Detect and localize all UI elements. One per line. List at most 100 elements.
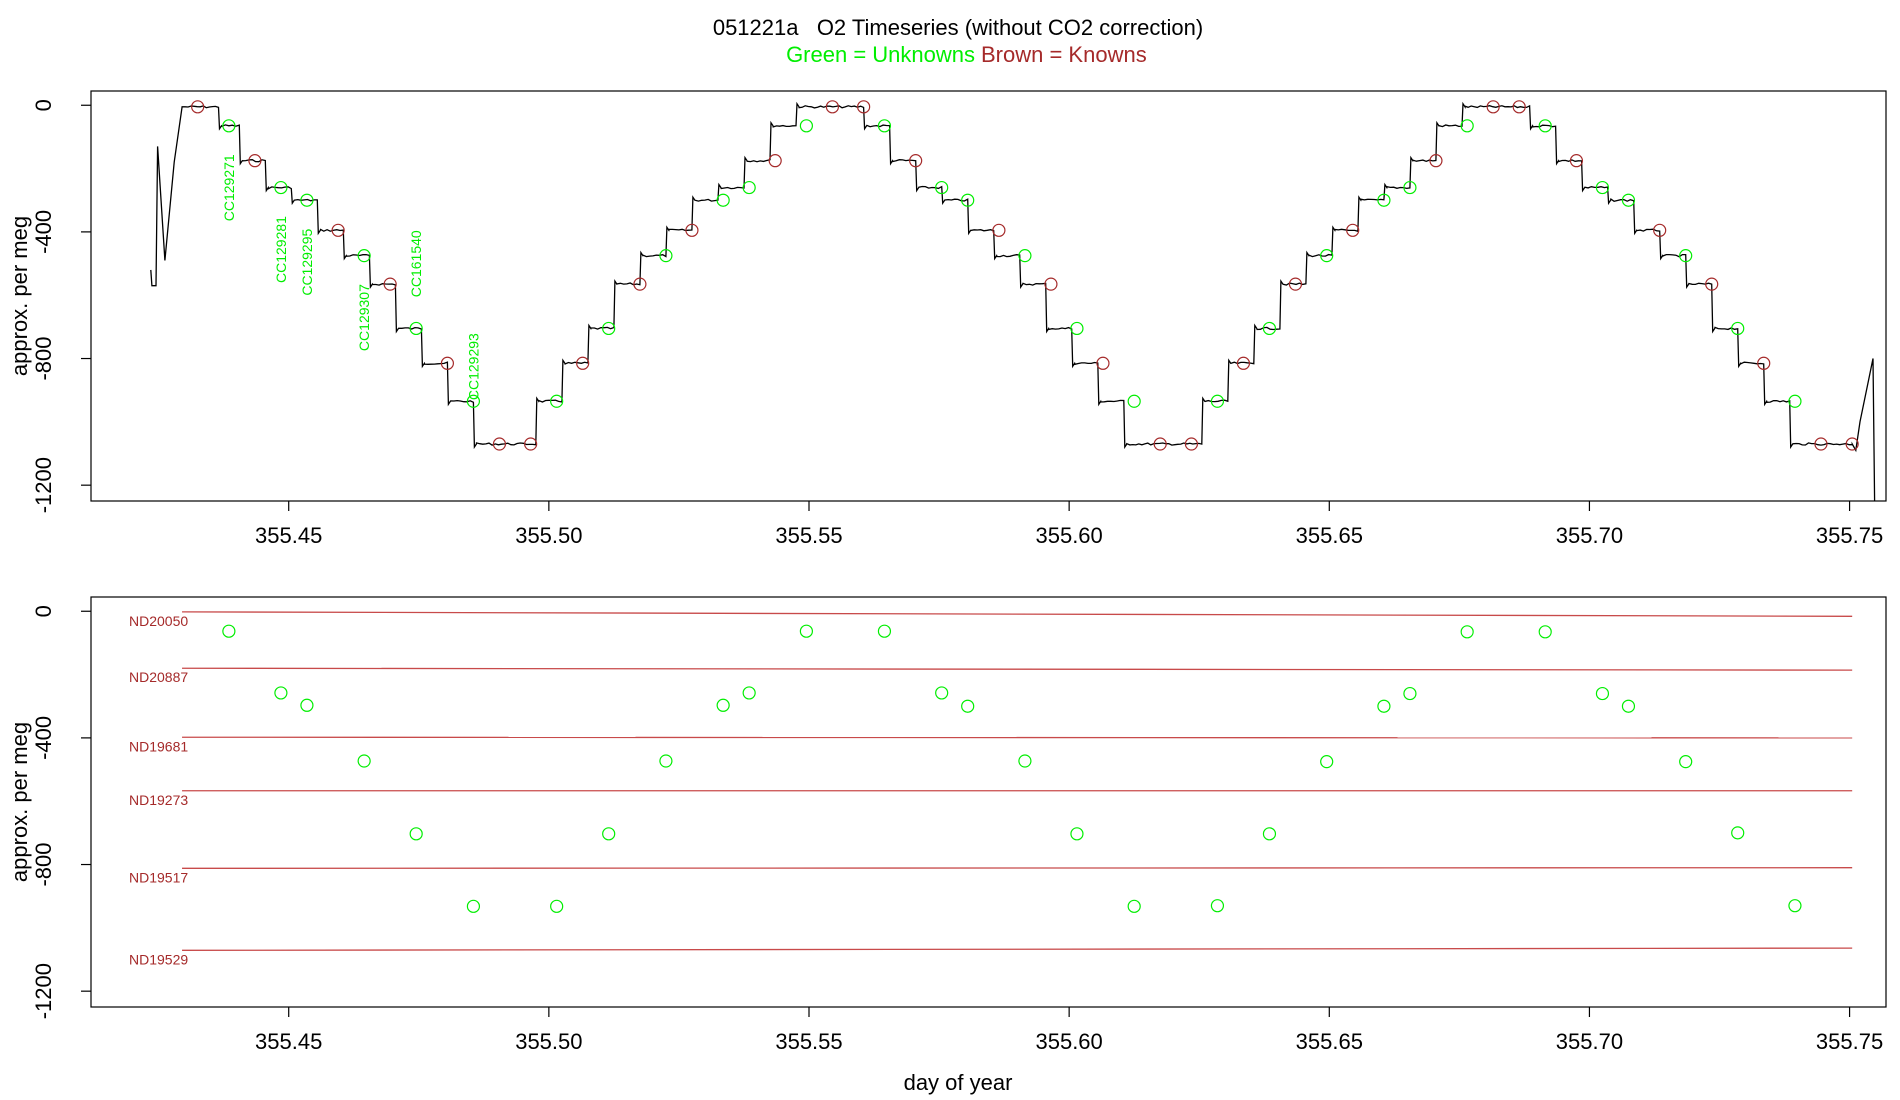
known-point	[1512, 100, 1526, 114]
known-point	[383, 277, 397, 291]
unknown-point	[550, 394, 564, 408]
top-annotations: CC129271 CC129281 CC129295 CC129307 CC161540…	[221, 154, 482, 400]
unknown-point	[935, 686, 949, 700]
bottom-plot-frame	[90, 596, 1887, 1008]
unknown-point	[602, 321, 616, 336]
top-panel-timeseries: 355.45 355.50 355.55 355.60 355.65 355.70 355.…	[7, 90, 1887, 548]
bot-x-tick-label: 355.75	[1816, 1029, 1883, 1054]
unknown-id-label: CC129271	[221, 154, 237, 221]
known-standard-line	[182, 867, 1853, 869]
bot-x-tick-label: 355.70	[1556, 1029, 1623, 1054]
unknown-point	[742, 180, 756, 195]
known-point	[1486, 100, 1500, 114]
top-y-tick-label: -800	[31, 337, 56, 381]
known-point	[576, 356, 590, 370]
known-standard-line	[182, 947, 1853, 951]
top-x-tick-label: 355.70	[1556, 523, 1623, 548]
top-x-tick-label: 355.75	[1816, 523, 1883, 548]
known-standard-label: ND19517	[129, 869, 188, 885]
unknown-point	[1460, 625, 1474, 639]
known-standard-label: ND20050	[129, 613, 188, 629]
known-point	[992, 223, 1006, 237]
known-point	[191, 100, 205, 114]
top-trace-group	[150, 101, 1876, 502]
legend-line: Green = Unknowns Brown = Knowns	[786, 42, 1147, 67]
known-point	[492, 437, 507, 451]
bottom-panel-residuals: 355.45 355.50 355.55 355.60 355.65 355.70 355.…	[7, 596, 1887, 1095]
unknown-point	[1595, 686, 1610, 701]
unknown-point	[1320, 249, 1334, 263]
unknown-id-label: CC129307	[356, 284, 372, 351]
bot-y-tick-label: 0	[31, 605, 56, 617]
bottom-known-lines	[182, 611, 1853, 951]
top-x-tick-label: 355.55	[775, 523, 842, 548]
unknown-point	[1262, 827, 1277, 841]
bot-x-tick-label: 355.50	[515, 1029, 582, 1054]
bot-x-tick-label: 355.65	[1296, 1029, 1363, 1054]
unknown-point	[799, 119, 813, 133]
top-known-points	[191, 100, 1859, 451]
unknown-point	[877, 624, 892, 638]
unknown-id-label: CC161540	[408, 230, 424, 297]
known-point	[1845, 437, 1859, 451]
known-point	[1569, 154, 1584, 168]
unknown-point	[877, 119, 892, 133]
known-point	[1757, 356, 1771, 370]
known-point	[1153, 437, 1167, 451]
known-point	[857, 100, 871, 114]
known-standard-label: ND19529	[129, 951, 188, 967]
legend-knowns: Brown = Knowns	[981, 42, 1147, 67]
unknown-point	[274, 180, 288, 195]
unknown-point	[357, 249, 371, 263]
bottom-y-axis: 0 -400 -800 -1200	[31, 605, 91, 1019]
top-y-axis: 0 -400 -800 -1200	[31, 99, 91, 513]
top-plot-frame	[90, 90, 1887, 502]
unknown-point	[1595, 180, 1610, 195]
top-y-tick-label: 0	[31, 99, 56, 111]
unknown-point	[466, 394, 481, 408]
unknown-point	[1788, 394, 1802, 408]
unknown-point	[716, 193, 730, 207]
unknown-point	[1679, 755, 1693, 769]
known-point	[909, 154, 923, 168]
unknown-point	[1377, 193, 1391, 207]
unknown-point	[1403, 686, 1417, 701]
unknown-point	[1377, 699, 1391, 713]
unknown-point	[274, 686, 288, 700]
chart-title: 051221a O2 Timeseries (without CO2 corre…	[713, 15, 1203, 40]
unknown-point	[1262, 321, 1277, 336]
legend-unknowns: Green = Unknowns	[786, 42, 975, 67]
unknown-point	[659, 754, 673, 768]
unknown-point	[1679, 249, 1693, 263]
known-point	[685, 223, 699, 237]
known-standard-label: ND19273	[129, 792, 188, 808]
known-point	[1814, 437, 1828, 451]
bottom-x-axis: 355.45 355.50 355.55 355.60 355.65 355.70 355.…	[255, 1007, 1883, 1054]
unknown-point	[1018, 249, 1032, 263]
bottom-y-axis-label: approx. per meg	[7, 722, 32, 882]
unknown-point	[222, 624, 236, 638]
known-standard-line	[182, 611, 1853, 617]
unknown-point	[409, 321, 423, 336]
top-y-tick-label: -400	[31, 210, 56, 254]
o2-trace-line	[150, 101, 1876, 502]
bottom-known-labels: ND20050 ND20887 ND19681 ND19273 ND19517 ND195…	[129, 613, 188, 967]
unknown-point	[935, 180, 949, 195]
unknown-point	[466, 899, 481, 913]
unknown-point	[961, 699, 975, 713]
bot-x-tick-label: 355.60	[1035, 1029, 1102, 1054]
unknown-point	[1621, 193, 1636, 207]
known-standard-label: ND20887	[129, 669, 188, 685]
top-x-tick-label: 355.60	[1035, 523, 1102, 548]
known-standard-line	[182, 667, 1853, 671]
known-point	[1096, 356, 1110, 370]
unknown-point	[1320, 755, 1334, 769]
unknown-point	[961, 193, 975, 207]
bot-y-tick-label: -1200	[31, 963, 56, 1019]
bot-x-tick-label: 355.55	[775, 1029, 842, 1054]
known-point	[825, 100, 840, 114]
unknown-point	[659, 249, 673, 263]
unknown-point	[1018, 754, 1032, 768]
top-x-tick-label: 355.50	[515, 523, 582, 548]
known-point	[1429, 154, 1443, 168]
